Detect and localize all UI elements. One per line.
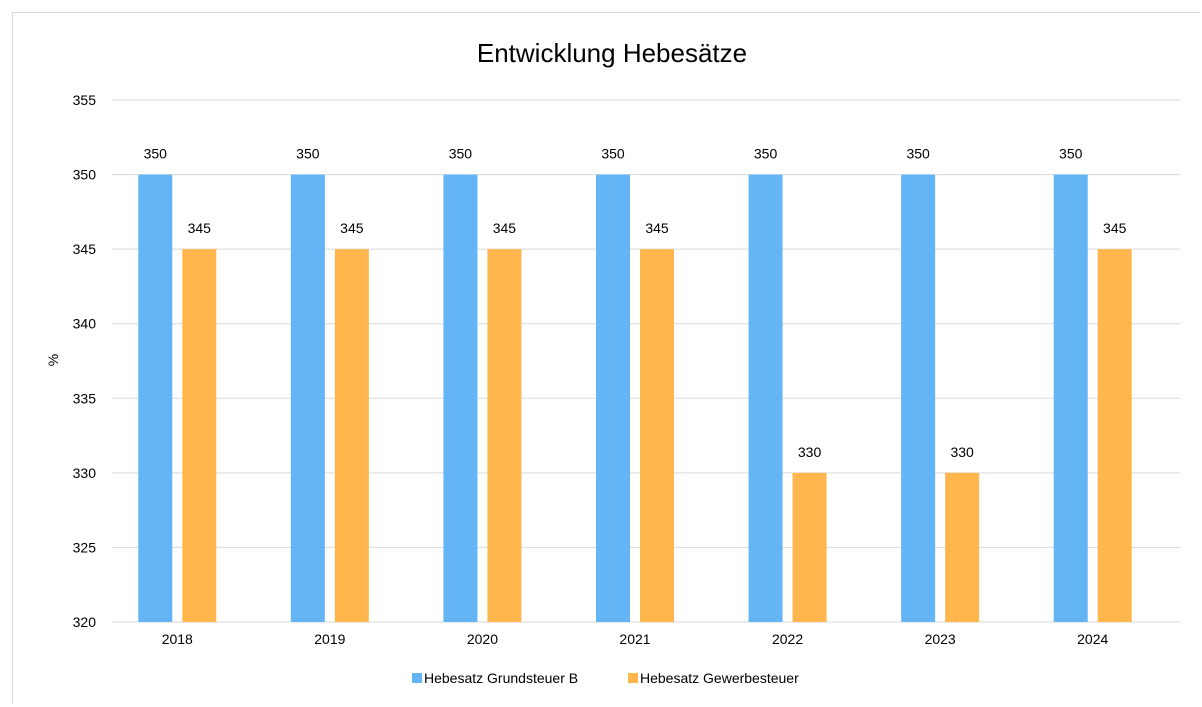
- legend: Hebesatz Grundsteuer B Hebesatz Gewerbest…: [412, 670, 799, 686]
- data-label: 330: [798, 444, 822, 460]
- bar-gewerbesteuer: [792, 472, 827, 622]
- x-tick-label: 2018: [162, 631, 193, 647]
- data-label: 350: [1059, 146, 1083, 162]
- bar-grundsteuer-b: [138, 174, 173, 623]
- data-label: 350: [601, 146, 625, 162]
- y-tick-label: 355: [73, 92, 97, 108]
- grid-layer: 320 325 330 335 340 345 350 355: [73, 92, 1180, 630]
- bar-grundsteuer-b: [596, 174, 630, 623]
- legend-swatch: [628, 673, 638, 683]
- bar-gewerbesteuer: [182, 249, 217, 622]
- y-tick-label: 350: [73, 167, 97, 183]
- bar-gewerbesteuer: [1097, 249, 1132, 622]
- legend-swatch: [412, 673, 422, 683]
- y-tick-label: 340: [73, 316, 97, 332]
- data-label: 350: [144, 146, 168, 162]
- bar-gewerbesteuer: [945, 472, 980, 622]
- data-label: 345: [188, 220, 212, 236]
- x-tick-label: 2019: [314, 631, 345, 647]
- y-tick-label: 325: [73, 539, 97, 555]
- data-label: 345: [645, 220, 669, 236]
- x-tick-label: 2022: [772, 631, 803, 647]
- bar-gewerbesteuer: [334, 249, 369, 622]
- data-label: 345: [1103, 220, 1127, 236]
- data-label: 345: [340, 220, 364, 236]
- y-axis-label: %: [45, 354, 61, 366]
- chart-title: Entwicklung Hebesätze: [477, 38, 747, 68]
- y-tick-label: 320: [73, 614, 97, 630]
- data-label: 350: [449, 146, 473, 162]
- x-tick-label: 2024: [1077, 631, 1108, 647]
- bar-grundsteuer-b: [443, 174, 478, 623]
- chart-frame: [12, 12, 1200, 704]
- y-tick-label: 345: [73, 241, 97, 257]
- bar-grundsteuer-b: [1053, 174, 1088, 623]
- data-label: 345: [493, 220, 517, 236]
- bar-gewerbesteuer: [487, 249, 522, 622]
- bar-gewerbesteuer: [640, 249, 674, 622]
- labels-layer: 350 345 2018 350 345 2019 350 345 2020 350 345 2021…: [144, 146, 1127, 647]
- bar-grundsteuer-b: [901, 174, 936, 623]
- x-tick-label: 2021: [619, 631, 650, 647]
- x-tick-label: 2020: [467, 631, 498, 647]
- y-tick-label: 335: [73, 390, 97, 406]
- data-label: 350: [754, 146, 778, 162]
- bar-grundsteuer-b: [290, 174, 325, 623]
- bars-layer: [138, 174, 1132, 623]
- data-label: 330: [950, 444, 974, 460]
- data-label: 350: [296, 146, 320, 162]
- data-label: 350: [906, 146, 930, 162]
- bar-grundsteuer-b: [748, 174, 783, 623]
- legend-label: Hebesatz Grundsteuer B: [424, 670, 578, 686]
- legend-label: Hebesatz Gewerbesteuer: [640, 670, 799, 686]
- y-tick-label: 330: [73, 465, 97, 481]
- x-tick-label: 2023: [925, 631, 956, 647]
